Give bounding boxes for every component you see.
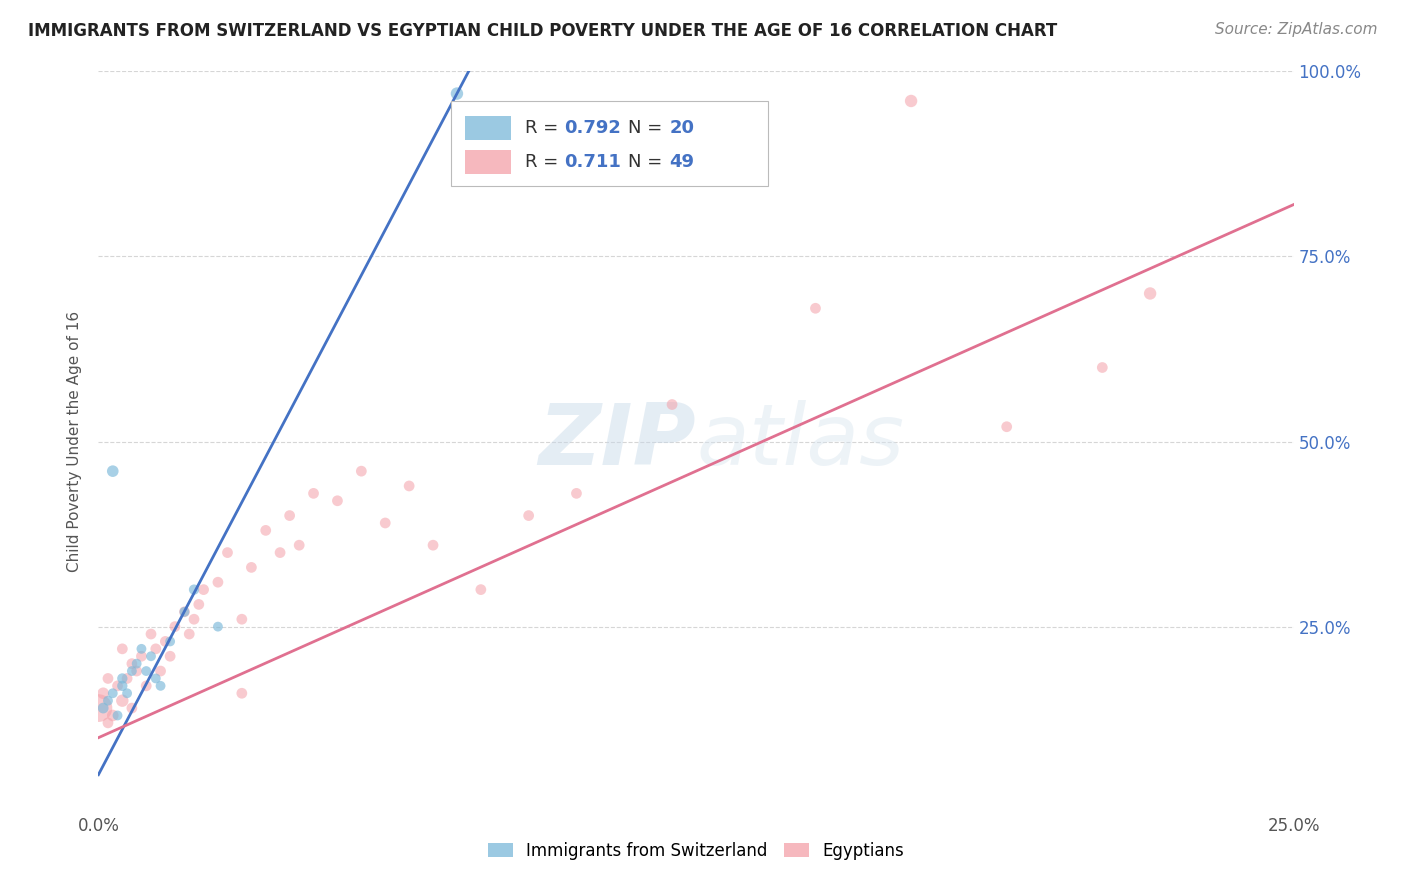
Point [131, 649, 153, 664]
Point [101, 464, 124, 478]
Text: 20: 20 [669, 120, 695, 137]
Point [446, 87, 468, 101]
Point [111, 672, 134, 686]
Point [231, 686, 253, 700]
Point [107, 679, 129, 693]
Text: Source: ZipAtlas.com: Source: ZipAtlas.com [1215, 22, 1378, 37]
Point [115, 672, 138, 686]
FancyBboxPatch shape [465, 116, 510, 140]
Point [374, 516, 396, 530]
Point [121, 657, 143, 671]
Point [91, 686, 114, 700]
Text: R =: R = [524, 120, 564, 137]
Point [97, 715, 120, 730]
Point [193, 582, 215, 597]
Point [155, 634, 177, 648]
Point [121, 701, 143, 715]
Text: N =: N = [628, 120, 668, 137]
Point [240, 560, 263, 574]
Point [173, 605, 195, 619]
Point [350, 464, 373, 478]
Text: atlas: atlas [696, 400, 904, 483]
Text: 49: 49 [669, 153, 695, 171]
Point [107, 708, 129, 723]
Point [278, 508, 301, 523]
Text: N =: N = [628, 153, 668, 171]
Point [139, 627, 162, 641]
Point [139, 649, 162, 664]
Point [111, 641, 134, 656]
Point [187, 598, 209, 612]
Point [111, 679, 134, 693]
Text: IMMIGRANTS FROM SWITZERLAND VS EGYPTIAN CHILD POVERTY UNDER THE AGE OF 16 CORREL: IMMIGRANTS FROM SWITZERLAND VS EGYPTIAN … [28, 22, 1057, 40]
Point [231, 612, 253, 626]
FancyBboxPatch shape [465, 151, 510, 174]
Point [302, 486, 325, 500]
Point [1139, 286, 1161, 301]
Legend: Immigrants from Switzerland, Egyptians: Immigrants from Switzerland, Egyptians [481, 835, 911, 866]
Point [565, 486, 588, 500]
Point [91, 701, 114, 715]
Point [149, 664, 172, 678]
Point [145, 641, 167, 656]
Point [125, 664, 148, 678]
Y-axis label: Child Poverty Under the Age of 16: Child Poverty Under the Age of 16 [67, 311, 83, 572]
Point [97, 694, 120, 708]
FancyBboxPatch shape [451, 101, 768, 186]
Point [111, 694, 134, 708]
Point [159, 634, 181, 648]
Point [422, 538, 444, 552]
Point [173, 605, 195, 619]
Point [135, 664, 157, 678]
Point [326, 493, 349, 508]
Text: ZIP: ZIP [538, 400, 696, 483]
Point [87, 701, 110, 715]
Point [145, 672, 167, 686]
Point [207, 575, 229, 590]
Point [183, 612, 205, 626]
Point [288, 538, 311, 552]
Point [995, 419, 1018, 434]
Point [470, 582, 492, 597]
Point [661, 398, 683, 412]
Point [207, 619, 229, 633]
Point [97, 672, 120, 686]
Point [101, 708, 124, 723]
Point [163, 619, 186, 633]
Point [149, 679, 172, 693]
Point [804, 301, 827, 316]
Point [269, 546, 291, 560]
Point [1091, 360, 1114, 375]
Point [398, 479, 420, 493]
Point [179, 627, 201, 641]
Point [183, 582, 205, 597]
Point [101, 686, 124, 700]
Point [159, 649, 181, 664]
Point [135, 679, 157, 693]
Point [115, 686, 138, 700]
Text: R =: R = [524, 153, 564, 171]
Point [900, 94, 922, 108]
Text: 0.792: 0.792 [565, 120, 621, 137]
Point [217, 546, 239, 560]
Point [121, 664, 143, 678]
Point [125, 657, 148, 671]
Text: 0.711: 0.711 [565, 153, 621, 171]
Point [254, 524, 277, 538]
Point [517, 508, 540, 523]
Point [131, 641, 153, 656]
